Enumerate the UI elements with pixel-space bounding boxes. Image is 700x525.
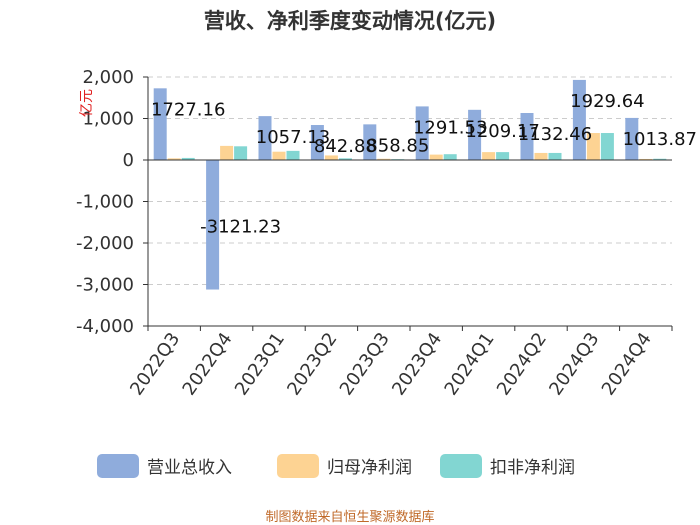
- bar-revenue: [258, 116, 272, 160]
- data-label: 1013.87: [623, 129, 697, 150]
- bar-revenue: [310, 125, 324, 160]
- bar-net-profit: [377, 158, 391, 160]
- legend-swatch: [277, 454, 319, 478]
- y-tick-label: 2,000: [82, 67, 134, 88]
- legend-swatch: [440, 454, 482, 478]
- data-label: 842.88: [314, 136, 377, 157]
- bar-deducted-net-profit: [181, 157, 195, 160]
- bar-net-profit: [429, 154, 443, 160]
- data-label: 1057.13: [256, 127, 330, 148]
- bar-net-profit: [220, 145, 234, 160]
- y-tick-label: -1,000: [76, 192, 134, 213]
- grid-lines: [148, 76, 672, 327]
- data-label: 1291.53: [413, 117, 487, 138]
- legend-swatch: [97, 454, 139, 478]
- y-axis-label: 亿元: [79, 89, 95, 117]
- bar-net-profit: [167, 158, 181, 160]
- bar-deducted-net-profit: [234, 146, 248, 160]
- y-tick-label: 1,000: [82, 109, 134, 130]
- y-tick-label: 0: [123, 150, 134, 171]
- bar-revenue: [415, 106, 429, 160]
- bar-deducted-net-profit: [286, 150, 300, 160]
- bar-net-profit: [586, 133, 600, 160]
- bar-deducted-net-profit: [653, 158, 667, 160]
- data-label: 1929.64: [570, 91, 644, 112]
- y-tick-label: -4,000: [76, 316, 134, 337]
- data-label: 858.85: [366, 135, 429, 156]
- x-axis: 2022Q32022Q42023Q12023Q22023Q32023Q42024…: [126, 325, 673, 400]
- bar-net-profit: [639, 158, 653, 160]
- bar-deducted-net-profit: [600, 133, 614, 160]
- x-tick-label: 2022Q4: [179, 329, 237, 400]
- data-label: 1209.17: [465, 121, 539, 142]
- bar-revenue: [153, 88, 167, 160]
- bar-deducted-net-profit: [548, 152, 562, 160]
- x-tick-label: 2023Q3: [336, 329, 394, 400]
- legend-label: 扣非净利润: [490, 458, 575, 478]
- x-tick-label: 2023Q1: [231, 329, 289, 400]
- x-tick-label: 2023Q4: [388, 329, 446, 400]
- x-tick-label: 2024Q1: [441, 329, 499, 400]
- bar-deducted-net-profit: [443, 154, 457, 160]
- bar-revenue: [520, 113, 534, 160]
- y-tick-label: -3,000: [76, 275, 134, 296]
- x-tick-label: 2023Q2: [283, 329, 341, 400]
- bar-revenue: [572, 79, 586, 160]
- bars: [153, 79, 667, 290]
- x-tick-label: 2022Q3: [126, 329, 184, 400]
- bar-revenue: [625, 117, 639, 160]
- bar-deducted-net-profit: [496, 152, 510, 160]
- data-label: 1727.16: [151, 99, 225, 120]
- chart-title: 营收、净利季度变动情况(亿元): [204, 9, 496, 33]
- y-tick-label: -2,000: [76, 233, 134, 254]
- bar-net-profit: [324, 155, 338, 160]
- bar-revenue: [363, 124, 377, 160]
- data-label: 1132.46: [518, 124, 592, 145]
- source-note: 制图数据来自恒生聚源数据库: [265, 509, 434, 525]
- legend-label: 归母净利润: [327, 458, 412, 478]
- data-labels: 1727.16 -3121.23 1057.13842.88858.851291.5…: [151, 91, 697, 238]
- bar-revenue: [206, 160, 220, 290]
- bar-net-profit: [534, 152, 548, 160]
- x-tick-label: 2024Q3: [545, 329, 603, 400]
- legend: 营业总收入 归母净利润 扣非净利润: [97, 454, 575, 478]
- bar-net-profit: [272, 151, 286, 160]
- bar-deducted-net-profit: [338, 158, 352, 160]
- bar-revenue: [468, 109, 482, 160]
- data-label: -3121.23: [200, 217, 281, 238]
- y-axis: 2,000 1,000 0 -1,000 -2,000 -3,000 -4,000: [76, 67, 149, 337]
- x-tick-label: 2024Q4: [598, 329, 656, 400]
- x-tick-label: 2024Q2: [493, 329, 551, 400]
- legend-label: 营业总收入: [147, 458, 232, 478]
- bar-net-profit: [482, 152, 496, 160]
